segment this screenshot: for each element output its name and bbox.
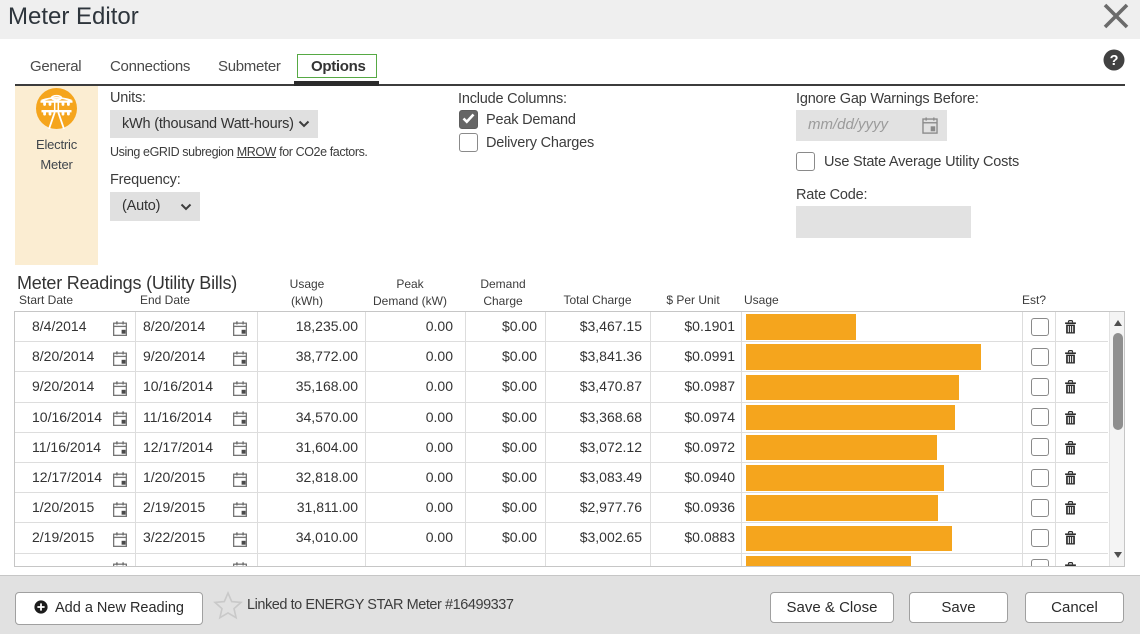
svg-text:?: ? <box>1110 53 1119 69</box>
